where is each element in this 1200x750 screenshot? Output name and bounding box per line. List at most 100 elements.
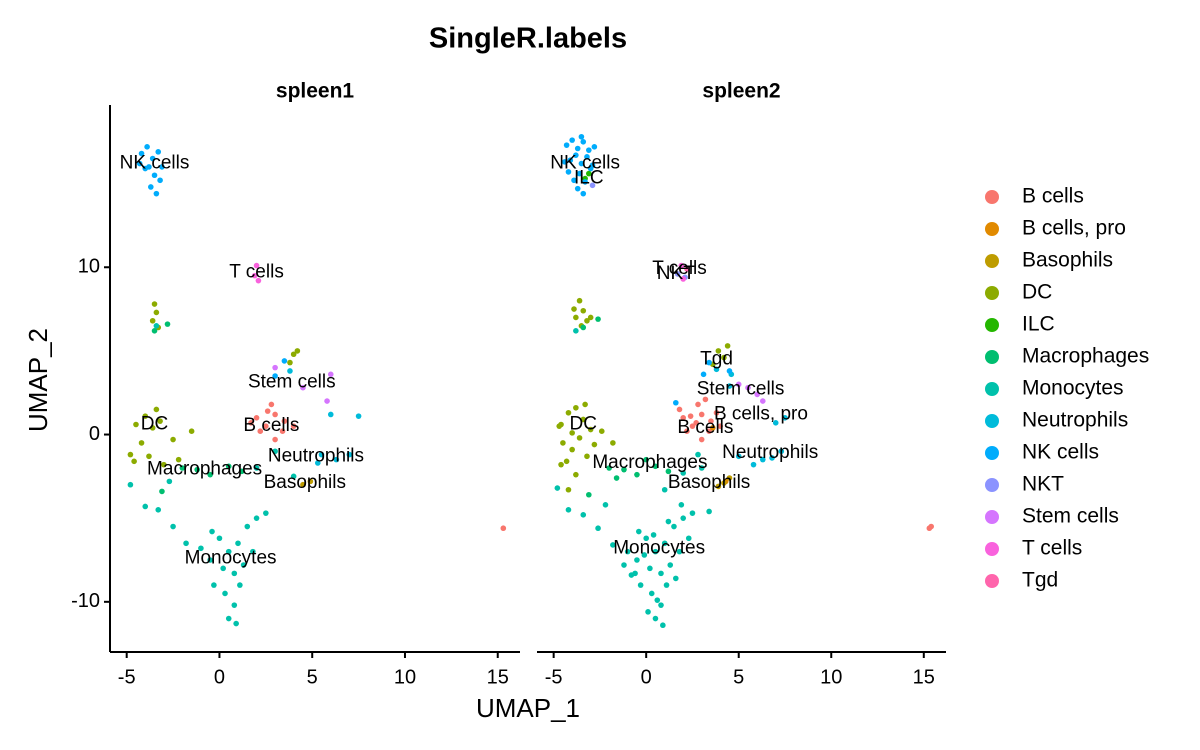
point	[680, 515, 687, 521]
point	[573, 471, 579, 478]
legend-key	[985, 510, 999, 524]
point	[576, 297, 583, 304]
point	[127, 481, 134, 488]
point	[170, 523, 176, 530]
point	[782, 415, 788, 421]
point	[621, 466, 627, 473]
point	[671, 523, 677, 530]
cluster-label: Basophils	[264, 472, 346, 493]
point	[574, 145, 581, 152]
legend-key	[985, 446, 999, 460]
point	[641, 552, 648, 558]
point	[769, 455, 775, 461]
point	[726, 368, 733, 374]
point	[584, 317, 590, 324]
point	[586, 170, 592, 177]
legend-label: Stem cells	[1022, 505, 1119, 528]
point	[324, 398, 330, 404]
point	[580, 512, 587, 518]
point	[698, 436, 705, 443]
point	[207, 557, 213, 563]
point	[595, 525, 601, 532]
x-tick-label: 15	[913, 666, 935, 688]
point	[565, 507, 572, 513]
legend-label: Tgd	[1022, 569, 1058, 592]
point	[643, 535, 649, 542]
cluster-label: NK cells	[120, 153, 190, 174]
point	[702, 396, 709, 403]
point	[153, 323, 160, 329]
point	[183, 540, 189, 547]
point	[750, 461, 757, 468]
point	[554, 485, 561, 491]
point	[721, 480, 727, 486]
point	[582, 179, 588, 185]
point	[573, 404, 579, 411]
point	[159, 164, 165, 170]
y-tick-label: 10	[78, 256, 100, 278]
point	[569, 137, 575, 143]
point	[556, 423, 563, 429]
point	[928, 523, 934, 530]
point	[715, 483, 722, 490]
point	[216, 535, 223, 542]
point	[155, 149, 162, 155]
cluster-label: Macrophages	[592, 452, 707, 473]
point	[680, 415, 687, 421]
point	[251, 272, 258, 279]
point	[602, 501, 609, 508]
point	[565, 486, 572, 493]
y-tick-label: -10	[71, 590, 100, 612]
point	[689, 423, 696, 429]
point	[253, 415, 260, 421]
point	[253, 465, 260, 471]
point	[567, 157, 574, 164]
point	[726, 475, 733, 481]
point	[263, 423, 269, 429]
cluster-label: Monocytes	[185, 547, 277, 568]
point	[678, 501, 685, 508]
point	[290, 473, 297, 480]
point	[693, 420, 699, 426]
point	[161, 461, 167, 468]
point	[726, 383, 733, 389]
point	[643, 456, 649, 463]
point	[647, 565, 653, 572]
y-axis-label: UMAP_2	[23, 328, 53, 432]
x-tick-label: -5	[545, 666, 563, 688]
point	[652, 615, 659, 622]
point	[272, 411, 278, 418]
point	[222, 590, 228, 597]
point	[695, 401, 701, 408]
point	[571, 306, 577, 312]
point	[175, 456, 182, 463]
legend-key	[985, 414, 999, 428]
point	[673, 399, 679, 406]
point	[148, 184, 154, 190]
point	[735, 453, 742, 460]
cluster-label: DC	[570, 414, 597, 435]
point	[745, 384, 751, 391]
point	[569, 446, 575, 453]
point	[624, 548, 631, 555]
point	[231, 602, 238, 608]
point	[658, 570, 664, 577]
point	[573, 314, 579, 321]
point	[149, 155, 156, 162]
point	[676, 548, 683, 555]
legend-key	[985, 222, 999, 236]
point	[142, 413, 149, 419]
legend-key	[985, 574, 999, 588]
point	[573, 152, 579, 158]
x-tick-label: 10	[820, 666, 842, 688]
point	[138, 150, 145, 157]
point	[294, 348, 301, 354]
point	[164, 321, 171, 327]
point	[151, 172, 158, 179]
legend-label: ILC	[1022, 313, 1055, 336]
point	[580, 324, 587, 331]
point	[290, 351, 297, 358]
point	[240, 562, 247, 568]
point	[613, 475, 620, 481]
point	[153, 190, 160, 197]
